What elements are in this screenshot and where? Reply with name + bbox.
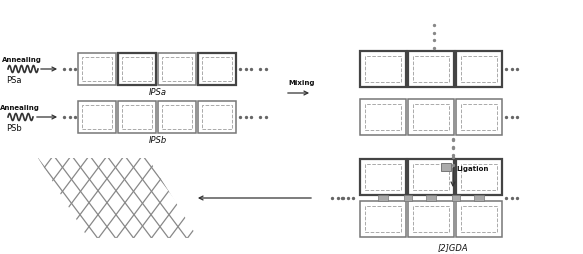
Text: Annealing: Annealing [0, 105, 40, 110]
Bar [413, 105, 449, 131]
Bar [413, 164, 449, 190]
Bar [456, 159, 502, 195]
Bar [158, 102, 196, 133]
Bar [365, 164, 401, 190]
Bar [82, 58, 112, 82]
Bar [452, 195, 460, 201]
Bar [158, 54, 196, 86]
Bar [413, 57, 449, 83]
Bar [360, 159, 406, 195]
Bar [122, 106, 152, 130]
Text: IPSb: IPSb [149, 135, 167, 145]
Bar [78, 54, 116, 86]
Bar [82, 106, 112, 130]
Bar [198, 102, 236, 133]
Bar [461, 105, 497, 131]
Bar [461, 57, 497, 83]
Bar [78, 102, 116, 133]
Bar [162, 58, 192, 82]
Bar [365, 206, 401, 232]
Bar [408, 201, 454, 237]
Bar [456, 52, 502, 88]
Text: PSb: PSb [6, 123, 22, 133]
Bar [413, 206, 449, 232]
Bar [118, 54, 156, 86]
Bar [408, 52, 454, 88]
Bar [461, 164, 497, 190]
Bar [118, 102, 156, 133]
Bar [198, 54, 236, 86]
Bar [408, 100, 454, 135]
Bar [441, 163, 451, 171]
Bar [122, 58, 152, 82]
Bar [456, 201, 502, 237]
Bar [365, 105, 401, 131]
Text: IPSa: IPSa [149, 88, 167, 97]
Bar [162, 106, 192, 130]
Bar [360, 201, 406, 237]
Bar [456, 100, 502, 135]
Bar [404, 195, 412, 201]
Bar [461, 206, 497, 232]
Bar [378, 195, 388, 201]
Text: Annealing: Annealing [2, 57, 42, 63]
Bar [408, 159, 454, 195]
Bar [360, 52, 406, 88]
Text: Ligation: Ligation [456, 165, 489, 171]
Text: [2]GDA: [2]GDA [438, 242, 468, 251]
Bar [426, 195, 436, 201]
Text: PSa: PSa [6, 76, 22, 85]
Text: Mixing: Mixing [288, 80, 314, 86]
Bar [202, 58, 232, 82]
Bar [360, 100, 406, 135]
Bar [474, 195, 484, 201]
Bar [365, 57, 401, 83]
Bar [202, 106, 232, 130]
